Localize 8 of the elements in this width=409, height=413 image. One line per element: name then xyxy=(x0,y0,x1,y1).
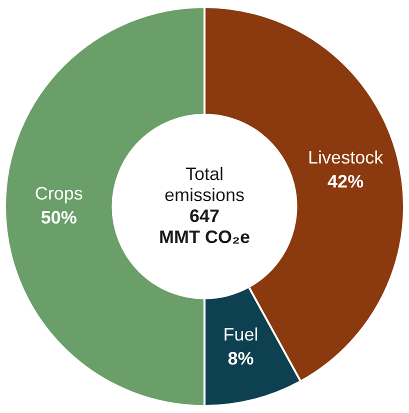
slice-label: Fuel xyxy=(223,324,258,345)
data-label: 8% xyxy=(228,348,254,369)
data-label: 50% xyxy=(40,207,77,228)
slice-label: Crops xyxy=(34,183,83,204)
data-label: 42% xyxy=(328,171,364,192)
slice-label: Livestock xyxy=(308,147,384,168)
text: Total emissions xyxy=(164,164,245,205)
text: 647 MMT CO₂e xyxy=(159,206,250,247)
